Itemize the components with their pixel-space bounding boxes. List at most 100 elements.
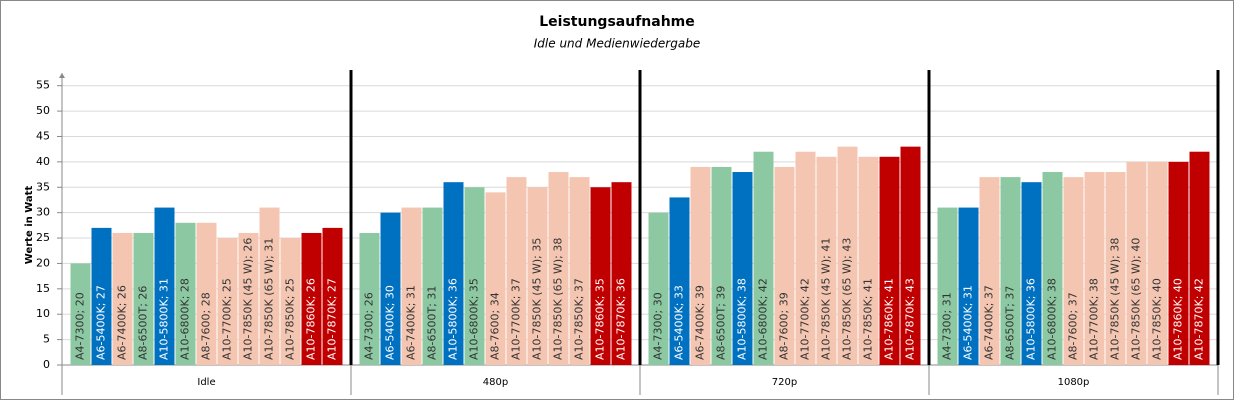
bar-label: A10-7850K; 37 (573, 278, 586, 360)
bar-label: A10-7850K; 25 (284, 278, 297, 360)
bar (527, 187, 548, 365)
y-tick-label: 15 (36, 282, 50, 295)
y-tick-label: 30 (36, 206, 50, 219)
bar-label: A8-6500T; 31 (426, 286, 439, 360)
bar-label: A4-7300; 30 (652, 292, 665, 360)
bar-label: A8-7600; 37 (1067, 292, 1080, 360)
bar-label: A8-7600; 28 (200, 292, 213, 360)
bar-label: A10-7870K; 36 (615, 278, 628, 360)
y-tick-label: 10 (36, 307, 50, 320)
bar (1189, 151, 1210, 365)
bar-label: A10-6800K; 42 (757, 278, 770, 360)
bar-label: A10-7850K (65 W); 31 (263, 238, 276, 360)
bar-label: A10-7850K (45 W); 35 (531, 238, 544, 360)
bar-label: A10-7850K (65 W); 40 (1130, 238, 1143, 360)
bar (1021, 182, 1042, 365)
bar (422, 207, 443, 365)
bar (900, 146, 921, 365)
bar (1042, 172, 1063, 365)
y-tick-label: 40 (36, 155, 50, 168)
bar (979, 177, 1000, 365)
y-tick-label: 20 (36, 256, 50, 269)
bar-label: A6-5400K; 33 (673, 285, 686, 360)
bar (301, 232, 322, 365)
bar-label: A6-7400K; 37 (983, 285, 996, 360)
bar-label: A10-5800K; 36 (447, 278, 460, 360)
bar (1147, 161, 1168, 365)
bar-label: A10-7700K; 42 (799, 278, 812, 360)
bar-label: A10-7700K; 37 (510, 278, 523, 360)
y-tick-label: 0 (43, 358, 50, 371)
bar (401, 207, 422, 365)
bar (732, 172, 753, 365)
bar-label: A6-5400K; 27 (95, 285, 108, 360)
bar (196, 222, 217, 365)
y-tick-label: 35 (36, 180, 50, 193)
bar-label: A10-7700K; 25 (221, 278, 234, 360)
bar-label: A4-7300; 31 (941, 292, 954, 360)
bar (1063, 177, 1084, 365)
x-tick-label: 720p (772, 377, 797, 388)
y-tick-label: 5 (43, 333, 50, 346)
bar-label: A10-7850K (65 W); 43 (841, 238, 854, 360)
bar (816, 156, 837, 365)
bar (1105, 172, 1126, 365)
bar-label: A10-7700K; 38 (1088, 278, 1101, 360)
x-tick-label: 1080p (1058, 377, 1090, 388)
bar (669, 197, 690, 365)
bar (774, 166, 795, 365)
bar (322, 227, 343, 365)
bar (485, 192, 506, 365)
bar (259, 207, 280, 365)
bar-label: A10-7850K (45 W); 38 (1109, 238, 1122, 360)
bar-label: A10-7850K (65 W); 38 (552, 238, 565, 360)
bar-label: A10-5800K; 36 (1025, 278, 1038, 360)
bar (1000, 177, 1021, 365)
bar (858, 156, 879, 365)
bar-label: A8-7600; 39 (778, 292, 791, 360)
bar (91, 227, 112, 365)
bar (133, 232, 154, 365)
bar-label: A8-6500T; 26 (137, 286, 150, 360)
y-axis-title: Werte in Watt (24, 186, 35, 265)
bar (879, 156, 900, 365)
bar (937, 207, 958, 365)
bar (611, 182, 632, 365)
bar-label: A10-7850K (45 W); 26 (242, 238, 255, 360)
bar (837, 146, 858, 365)
bar (690, 166, 711, 365)
bar (280, 238, 301, 365)
bar-label: A10-7860K; 35 (594, 278, 607, 360)
bar-label: A4-7300; 20 (74, 292, 87, 360)
bar-label: A4-7300; 26 (363, 292, 376, 360)
bar (795, 151, 816, 365)
bar-label: A6-7400K; 26 (116, 285, 129, 360)
bar-label: A10-7870K; 43 (904, 278, 917, 360)
bar (711, 166, 732, 365)
bar (569, 177, 590, 365)
bar-label: A10-5800K; 31 (158, 278, 171, 360)
bar-label: A10-7850K (45 W); 41 (820, 238, 833, 360)
bar (238, 232, 259, 365)
bar (958, 207, 979, 365)
bar (70, 263, 91, 365)
x-tick-label: 480p (483, 377, 508, 388)
bar-label: A6-5400K; 30 (384, 285, 397, 360)
bar-label: A10-7850K; 41 (862, 278, 875, 360)
bar (175, 222, 196, 365)
bar-label: A8-6500T; 37 (1004, 286, 1017, 360)
bar (1168, 161, 1189, 365)
bar-label: A6-5400K; 31 (962, 285, 975, 360)
bar (217, 238, 238, 365)
bar (380, 212, 401, 365)
bar-label: A10-7870K; 27 (326, 278, 339, 360)
bar-label: A8-7600; 34 (489, 292, 502, 360)
y-tick-label: 50 (36, 104, 50, 117)
chart-subtitle: Idle und Medienwiedergabe (534, 37, 700, 51)
bar-label: A10-5800K; 38 (736, 278, 749, 360)
y-tick-label: 25 (36, 231, 50, 244)
bar (443, 182, 464, 365)
x-tick-label: Idle (197, 377, 215, 388)
bar (590, 187, 611, 365)
